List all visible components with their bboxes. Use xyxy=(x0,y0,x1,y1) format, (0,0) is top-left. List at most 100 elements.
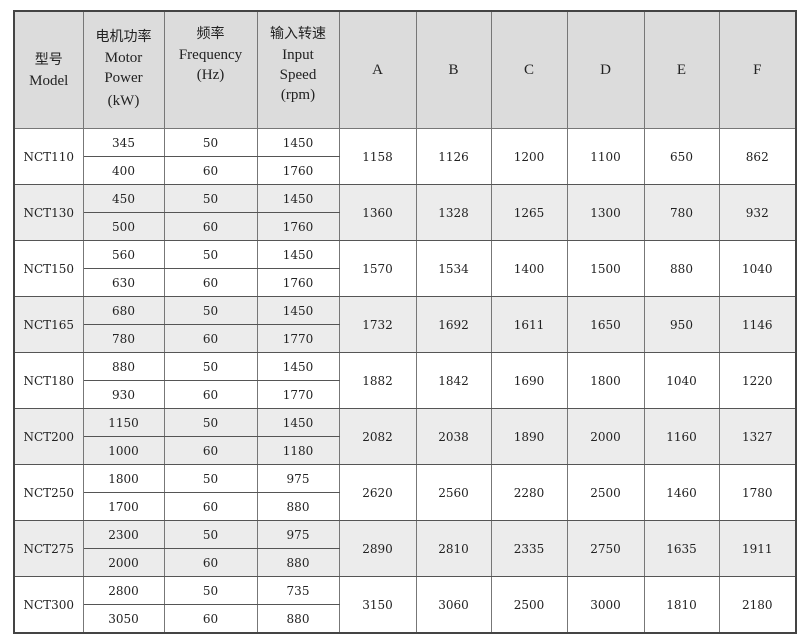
table-row: NCT150 560 50 1450 1570 1534 1400 1500 880 1040 xyxy=(13,240,797,297)
header-row: 型号 Model 电机功率 Motor Power (kW) 频率 Frequency (H… xyxy=(13,10,797,129)
table-row: 780 60 1770 xyxy=(14,324,796,353)
dim-f-cell: 1146 xyxy=(718,296,797,353)
dim-f-cell: 1327 xyxy=(718,408,797,465)
model-cell: NCT180 xyxy=(13,352,84,409)
table-row: NCT250 1800 50 975 2620 2560 2280 2500 1460 1780 xyxy=(13,464,797,521)
header-dim-b: B xyxy=(415,10,492,129)
dim-e-cell: 780 xyxy=(643,184,720,241)
dim-e-cell: 1040 xyxy=(643,352,720,409)
motor-power-cell: 1700 xyxy=(82,492,165,521)
dim-d-cell: 1300 xyxy=(566,184,645,241)
motor-power-cell: 3050 xyxy=(82,604,165,634)
input-speed-cell: 1450 xyxy=(256,240,340,269)
dim-b-cell: 1534 xyxy=(415,240,492,297)
frequency-cell: 50 xyxy=(163,464,258,493)
input-speed-cell: 1450 xyxy=(256,352,340,381)
dim-b-cell: 3060 xyxy=(415,576,492,634)
table-row: 500 60 1760 xyxy=(14,212,796,241)
motor-power-cell: 780 xyxy=(82,324,165,353)
dim-a-cell: 1882 xyxy=(338,352,417,409)
table-row: NCT110 345 50 1450 1158 1126 1200 1100 650 862 xyxy=(13,128,797,185)
header-model-en: Model xyxy=(29,72,69,89)
input-speed-cell: 1450 xyxy=(256,296,340,325)
dim-f-cell: 1040 xyxy=(718,240,797,297)
table-row: 2000 60 880 xyxy=(14,548,796,577)
header-speed-en1: Input xyxy=(282,47,314,63)
dim-f-cell: 2180 xyxy=(718,576,797,634)
motor-power-cell: 345 xyxy=(82,128,165,157)
table-row: 630 60 1760 xyxy=(14,268,796,297)
dim-e-cell: 1810 xyxy=(643,576,720,634)
dim-b-cell: 1328 xyxy=(415,184,492,241)
model-cell: NCT275 xyxy=(13,520,84,577)
table-row: NCT180 880 50 1450 1882 1842 1690 1800 1040 1220 xyxy=(13,352,797,409)
header-freq-en: Frequency xyxy=(178,47,243,63)
dim-d-cell: 2750 xyxy=(566,520,645,577)
dim-d-cell: 2000 xyxy=(566,408,645,465)
table-row: 1000 60 1180 xyxy=(14,436,796,465)
input-speed-cell: 1760 xyxy=(256,156,340,185)
header-dim-e: E xyxy=(643,10,720,129)
motor-power-cell: 560 xyxy=(82,240,165,269)
frequency-cell: 60 xyxy=(163,212,258,241)
dim-f-cell: 1780 xyxy=(718,464,797,521)
dim-c-cell: 1690 xyxy=(490,352,568,409)
dim-a-cell: 1732 xyxy=(338,296,417,353)
dim-c-cell: 2280 xyxy=(490,464,568,521)
frequency-cell: 60 xyxy=(163,268,258,297)
table-body: NCT110 345 50 1450 1158 1126 1200 1100 650 862 400… xyxy=(13,128,797,634)
frequency-cell: 50 xyxy=(163,408,258,437)
input-speed-cell: 1450 xyxy=(256,128,340,157)
dim-a-cell: 3150 xyxy=(338,576,417,634)
input-speed-cell: 975 xyxy=(256,464,340,493)
specs-table: 型号 Model 电机功率 Motor Power (kW) 频率 Frequency (H… xyxy=(13,10,797,634)
dim-e-cell: 1460 xyxy=(643,464,720,521)
input-speed-cell: 1770 xyxy=(256,380,340,409)
dim-c-cell: 1611 xyxy=(490,296,568,353)
table-row: 400 60 1760 xyxy=(14,156,796,185)
frequency-cell: 50 xyxy=(163,240,258,269)
header-model: 型号 Model xyxy=(13,10,84,129)
table-row: NCT300 2800 50 735 3150 3060 2500 3000 1810 2180 xyxy=(13,576,797,634)
frequency-cell: 60 xyxy=(163,436,258,465)
motor-power-cell: 2000 xyxy=(82,548,165,577)
motor-power-cell: 630 xyxy=(82,268,165,297)
model-cell: NCT300 xyxy=(13,576,84,634)
header-power-cn: 电机功率 xyxy=(95,29,152,45)
header-dim-d: D xyxy=(566,10,645,129)
frequency-cell: 60 xyxy=(163,380,258,409)
input-speed-cell: 1450 xyxy=(256,408,340,437)
dim-d-cell: 1800 xyxy=(566,352,645,409)
motor-power-cell: 880 xyxy=(82,352,165,381)
header-freq: 频率 Frequency (Hz) xyxy=(163,10,258,129)
dim-d-cell: 1650 xyxy=(566,296,645,353)
frequency-cell: 50 xyxy=(163,128,258,157)
motor-power-cell: 1800 xyxy=(82,464,165,493)
input-speed-cell: 1180 xyxy=(256,436,340,465)
dim-e-cell: 1635 xyxy=(643,520,720,577)
dim-d-cell: 2500 xyxy=(566,464,645,521)
input-speed-cell: 975 xyxy=(256,520,340,549)
dim-a-cell: 1570 xyxy=(338,240,417,297)
model-cell: NCT150 xyxy=(13,240,84,297)
dim-c-cell: 1200 xyxy=(490,128,568,185)
input-speed-cell: 880 xyxy=(256,492,340,521)
frequency-cell: 60 xyxy=(163,604,258,634)
header-power-en1: Motor xyxy=(104,49,143,66)
frequency-cell: 60 xyxy=(163,324,258,353)
dim-a-cell: 2890 xyxy=(338,520,417,577)
frequency-cell: 50 xyxy=(163,520,258,549)
table-row: NCT275 2300 50 975 2890 2810 2335 2750 1635 1911 xyxy=(13,520,797,577)
dim-e-cell: 950 xyxy=(643,296,720,353)
frequency-cell: 50 xyxy=(163,184,258,213)
header-power-en2: Power xyxy=(104,69,143,86)
input-speed-cell: 735 xyxy=(256,576,340,605)
dim-f-cell: 1911 xyxy=(718,520,797,577)
dim-c-cell: 2500 xyxy=(490,576,568,634)
header-freq-unit: (Hz) xyxy=(196,67,225,83)
table-row: NCT165 680 50 1450 1732 1692 1611 1650 950 1146 xyxy=(13,296,797,353)
header-dim-f: F xyxy=(718,10,797,129)
header-model-cn: 型号 xyxy=(34,52,63,68)
model-cell: NCT200 xyxy=(13,408,84,465)
dim-c-cell: 2335 xyxy=(490,520,568,577)
